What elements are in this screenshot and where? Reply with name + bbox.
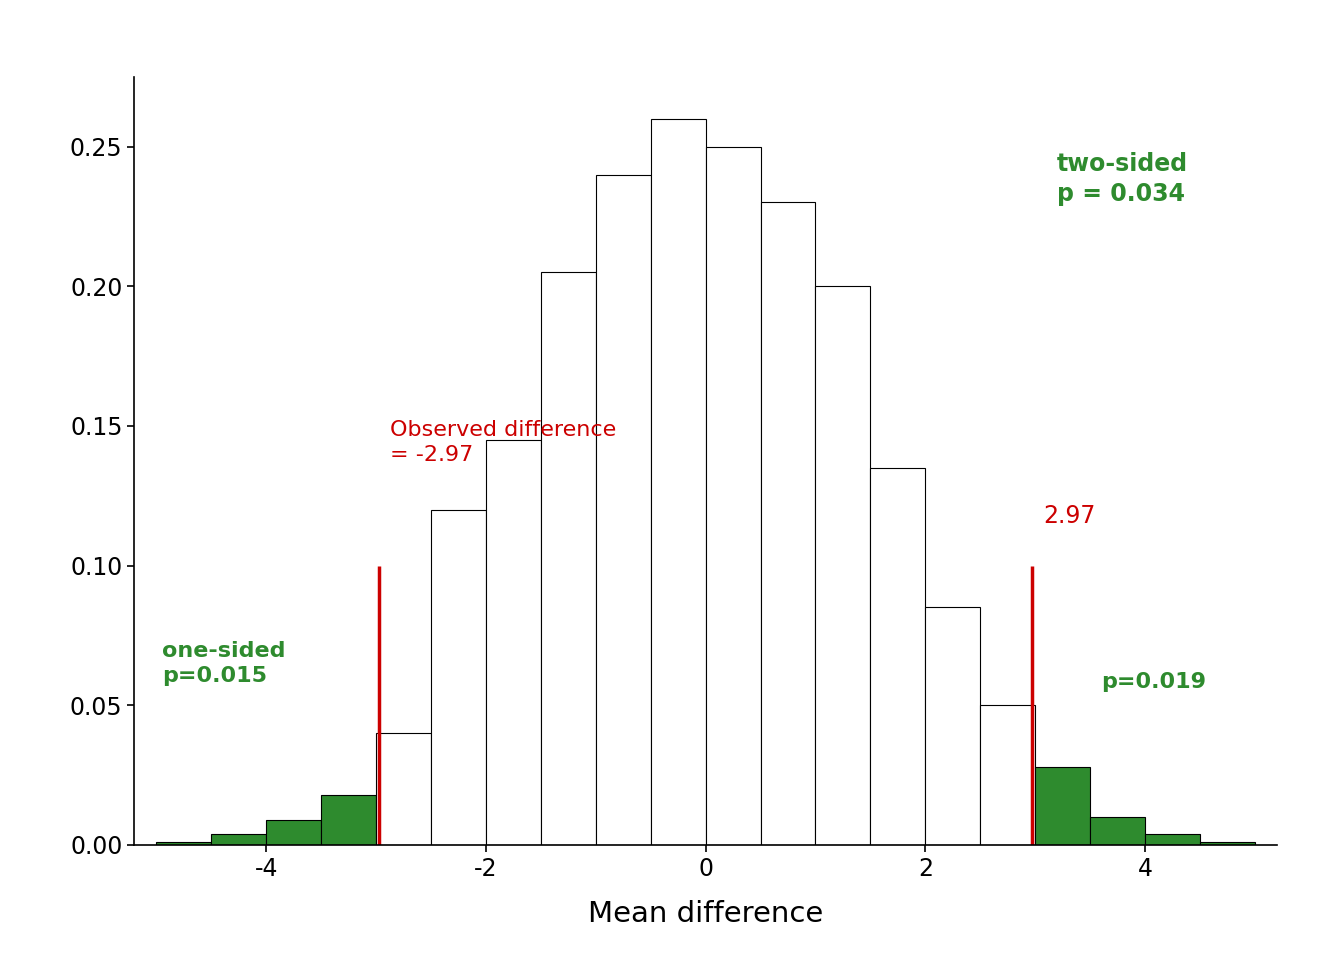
- Bar: [761, 203, 816, 845]
- Bar: [1090, 817, 1145, 845]
- Bar: [431, 510, 487, 845]
- Bar: [487, 440, 540, 845]
- Bar: [1035, 767, 1090, 845]
- Bar: [211, 833, 266, 845]
- Bar: [816, 286, 871, 845]
- Text: Observed difference
= -2.97: Observed difference = -2.97: [390, 420, 617, 465]
- Bar: [156, 842, 211, 845]
- Bar: [1145, 833, 1200, 845]
- Bar: [925, 608, 980, 845]
- Text: p=0.019: p=0.019: [1101, 672, 1206, 691]
- Text: 2.97: 2.97: [1043, 504, 1095, 528]
- Bar: [650, 119, 706, 845]
- Bar: [321, 795, 376, 845]
- Bar: [266, 820, 321, 845]
- Text: one-sided
p=0.015: one-sided p=0.015: [161, 641, 285, 685]
- Bar: [540, 273, 595, 845]
- Bar: [595, 175, 650, 845]
- Bar: [376, 733, 431, 845]
- Text: two-sided
p = 0.034: two-sided p = 0.034: [1058, 153, 1188, 205]
- Bar: [1200, 842, 1255, 845]
- Bar: [871, 468, 925, 845]
- Bar: [706, 147, 761, 845]
- X-axis label: Mean difference: Mean difference: [587, 900, 824, 928]
- Bar: [980, 706, 1035, 845]
